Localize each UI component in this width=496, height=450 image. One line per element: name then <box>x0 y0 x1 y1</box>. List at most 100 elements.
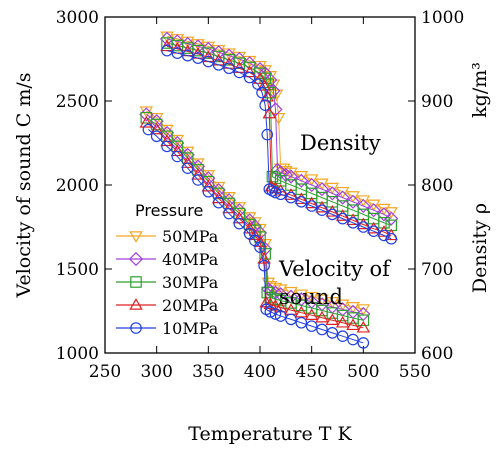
density-point <box>201 41 216 57</box>
density-point <box>242 65 257 78</box>
density-point <box>256 86 268 99</box>
density-point <box>356 217 371 230</box>
y-axis-right: 600 700 800 900 1000 <box>408 8 464 364</box>
velocity-point <box>274 310 287 322</box>
velocity-annotation-line2: sound <box>279 285 343 309</box>
velocity-line-10MPa <box>148 129 364 344</box>
velocity-point <box>180 156 195 168</box>
density-point <box>335 190 350 205</box>
density-point <box>378 217 390 229</box>
density-point <box>315 178 329 191</box>
velocity-point <box>192 174 204 186</box>
velocity-point <box>150 130 163 143</box>
legend-label-30MPa: 30MPa <box>162 273 219 292</box>
velocity-point <box>222 201 236 214</box>
y-tick-label: 3000 <box>56 8 99 28</box>
velocity-point <box>335 315 350 328</box>
x-axis: 250 300 350 400 450 500 550 <box>89 17 431 382</box>
legend-marker-40MPa <box>128 251 144 267</box>
density-point <box>274 188 287 201</box>
density-point <box>269 186 282 199</box>
y2-tick-label: 800 <box>421 176 453 196</box>
y-tick-label: 1000 <box>56 344 99 364</box>
x-tick-label: 450 <box>295 362 327 382</box>
legend: Pressure 50MPa 40MPa 30MPa 20MPa 10MPa <box>116 201 219 338</box>
velocity-point <box>161 140 173 153</box>
density-point <box>262 106 277 119</box>
x-tick-label: 300 <box>140 362 172 382</box>
density-point <box>316 204 328 216</box>
series-layer <box>139 31 399 349</box>
velocity-annotation-line1: Velocity of <box>278 257 392 281</box>
velocity-point <box>304 308 319 320</box>
velocity-point <box>248 228 262 241</box>
density-point <box>366 221 381 234</box>
velocity-point <box>294 305 309 318</box>
density-point <box>367 225 380 237</box>
density-point <box>304 177 319 193</box>
series-10MPa <box>142 44 398 349</box>
density-point <box>304 174 319 187</box>
y-tick-label: 1500 <box>56 260 99 280</box>
velocity-point <box>325 297 340 309</box>
legend-marker-10MPa <box>130 322 142 334</box>
density-point <box>294 173 309 188</box>
density-point <box>357 221 370 233</box>
density-point <box>243 71 256 84</box>
y-axis-left: 1000 1500 2000 2500 3000 <box>56 8 112 364</box>
density-point <box>212 59 225 71</box>
density-point <box>295 196 308 208</box>
density-point <box>263 72 278 88</box>
velocity-point <box>269 308 282 320</box>
velocity-point <box>202 185 215 198</box>
velocity-point <box>191 168 205 180</box>
velocity-point <box>257 252 271 264</box>
velocity-point <box>315 294 329 307</box>
x-tick-label: 500 <box>347 362 379 382</box>
density-point <box>253 72 267 84</box>
y2-axis-unit: kg/m³ <box>469 62 491 118</box>
density-point <box>347 217 359 229</box>
density-point <box>325 204 340 217</box>
density-point <box>366 203 381 218</box>
series-30MPa <box>140 37 398 327</box>
density-point <box>378 229 390 242</box>
velocity-point <box>285 313 297 326</box>
legend-marker-50MPa <box>129 231 143 243</box>
legend-label-20MPa: 20MPa <box>162 296 219 315</box>
legend-label-40MPa: 40MPa <box>162 250 219 269</box>
legend-label-50MPa: 50MPa <box>162 227 219 246</box>
velocity-point <box>346 318 360 331</box>
y2-tick-label: 1000 <box>421 8 464 28</box>
velocity-point <box>294 289 309 302</box>
y-tick-label: 2000 <box>56 176 99 196</box>
x-tick-label: 400 <box>244 362 276 382</box>
density-point <box>325 182 340 195</box>
density-point <box>336 212 349 225</box>
velocity-point <box>253 235 267 247</box>
velocity-point <box>254 241 266 253</box>
density-point <box>261 128 274 141</box>
density-point <box>294 192 309 205</box>
density-point <box>211 45 226 60</box>
velocity-point <box>304 291 319 304</box>
velocity-point <box>357 314 370 327</box>
y2-tick-label: 900 <box>421 92 453 112</box>
x-axis-title: Temperature T K <box>188 423 352 445</box>
density-point <box>304 196 319 209</box>
velocity-point <box>263 281 278 293</box>
velocity-point <box>232 211 247 224</box>
density-point <box>314 182 330 197</box>
velocity-point <box>356 306 371 322</box>
density-point <box>335 209 350 221</box>
y2-tick-label: 600 <box>421 344 453 364</box>
velocity-point <box>346 302 360 314</box>
density-point <box>259 99 271 111</box>
velocity-point <box>305 320 318 332</box>
density-point <box>326 208 339 221</box>
density-annotation: Density <box>300 131 381 155</box>
velocity-point <box>356 304 371 316</box>
x-tick-label: 550 <box>399 362 431 382</box>
x-tick-label: 350 <box>192 362 224 382</box>
